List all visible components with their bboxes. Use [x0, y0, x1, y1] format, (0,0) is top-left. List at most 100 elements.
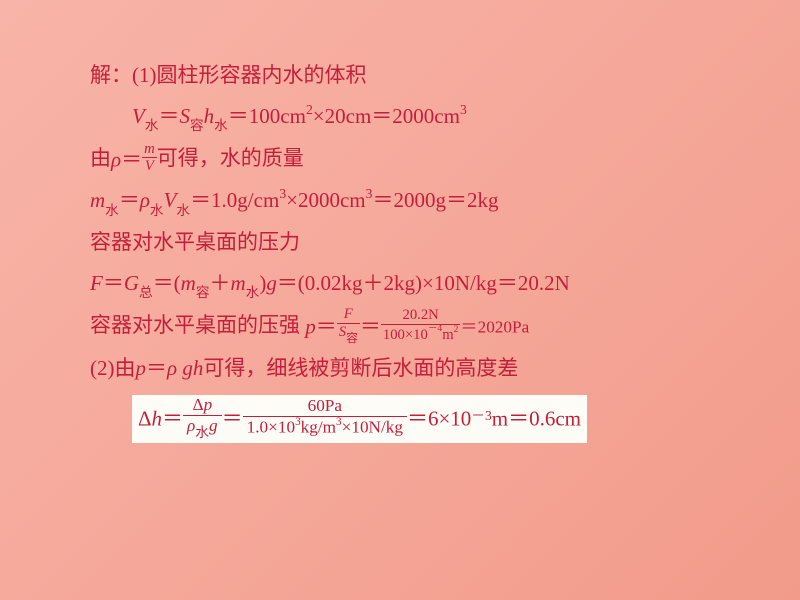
S: S	[339, 324, 346, 340]
eq: ＝	[316, 315, 337, 339]
sub: 容	[196, 285, 210, 300]
sub: 容	[346, 332, 358, 345]
t: kg/m	[301, 418, 336, 437]
sup: 2	[306, 102, 313, 117]
eq: ＝	[146, 356, 167, 380]
line-3: 由ρ＝mV可得，水的质量	[90, 138, 710, 181]
rho: ρ	[167, 356, 177, 380]
rho: ρ	[111, 147, 121, 171]
fraction-F-over-S: FS容	[337, 306, 360, 343]
var-F: F	[90, 271, 103, 295]
g: g	[209, 416, 218, 435]
var-G: G	[124, 271, 139, 295]
var-m: m	[181, 271, 196, 295]
den: 100×10－4m2	[381, 325, 461, 344]
sup: 3	[460, 102, 467, 117]
text: ＝1.0g/cm	[190, 188, 279, 212]
fraction-m-over-V: mV	[142, 141, 157, 176]
line-5: 容器对水平桌面的压力	[90, 222, 710, 263]
num: m	[142, 141, 157, 159]
text: ×2000cm	[286, 188, 366, 212]
text: ＝(0.02kg＋2kg)×10N/kg＝20.2N	[277, 271, 570, 295]
sub: 容	[190, 118, 204, 133]
num: F	[337, 306, 360, 324]
var-g: g	[266, 271, 277, 295]
var-V: V	[132, 104, 145, 128]
eq: ＝	[158, 104, 179, 128]
den: V	[142, 158, 157, 175]
line-8: (2)由p＝ρ gh可得，细线被剪断后水面的高度差	[48, 348, 710, 389]
line-1: 解：(1)圆柱形容器内水的体积	[90, 55, 710, 96]
text: ×20cm＝2000cm	[313, 104, 460, 128]
text: ＝2000g＝2kg	[372, 188, 498, 212]
sup: 3	[295, 416, 301, 428]
rho: ρ	[140, 188, 150, 212]
den: ρ水g	[183, 416, 222, 439]
sub: 总	[139, 285, 153, 300]
eq: ＝	[360, 315, 381, 339]
text: 可得，水的质量	[157, 146, 304, 170]
var-m: m	[90, 188, 105, 212]
sub: 水	[145, 118, 159, 133]
text: m＝0.6cm	[492, 406, 581, 430]
fraction-numeric: 60Pa1.0×103kg/m3×10N/kg	[243, 396, 407, 437]
text: 由	[90, 146, 111, 170]
solution-content: 解：(1)圆柱形容器内水的体积 V水＝S容h水＝100cm2×20cm＝2000…	[0, 0, 800, 443]
text: ＝2020Pa	[460, 317, 529, 336]
num: 20.2N	[381, 307, 461, 325]
text: (2)由	[48, 356, 136, 380]
sub: 水	[195, 425, 209, 440]
den: S容	[337, 324, 360, 343]
line-6: F＝G总＝(m容＋m水)g＝(0.02kg＋2kg)×10N/kg＝20.2N	[90, 263, 710, 305]
exp: －3	[471, 408, 491, 423]
var-h: h	[152, 406, 163, 430]
sup: 2	[454, 324, 459, 335]
sup: 3	[336, 416, 342, 428]
line-4: m水＝ρ水V水＝1.0g/cm3×2000cm3＝2000g＝2kg	[90, 180, 710, 222]
sub: 水	[105, 203, 119, 218]
eq: ＝(	[153, 271, 181, 295]
eq: ＝	[162, 406, 183, 430]
exp: －4	[428, 323, 442, 334]
plus: ＋	[209, 271, 230, 295]
sub: 水	[246, 285, 260, 300]
sub: 水	[150, 203, 164, 218]
sup: 3	[366, 186, 373, 201]
den: 1.0×103kg/m3×10N/kg	[243, 417, 407, 438]
t: ×10N/kg	[342, 418, 403, 437]
var-h: h	[204, 104, 215, 128]
sub: 水	[214, 118, 228, 133]
line-7: 容器对水平桌面的压强 p＝FS容＝20.2N100×10－4m2＝2020Pa	[90, 305, 710, 348]
t: m	[442, 327, 453, 343]
gh: gh	[177, 356, 203, 380]
text: 可得，细线被剪断后水面的高度差	[203, 356, 518, 380]
eq: ＝	[222, 406, 243, 430]
p: p	[204, 395, 213, 414]
var-p: p	[136, 356, 147, 380]
text: (1)圆柱形容器内水的体积	[132, 63, 367, 87]
text: ＝6×10	[407, 406, 471, 430]
var-V: V	[164, 188, 177, 212]
text: ＝100cm	[228, 104, 306, 128]
text: 容器对水平桌面的压力	[90, 230, 300, 254]
sub: 水	[176, 203, 190, 218]
delta: Δ	[192, 395, 203, 414]
fraction-dp-over-rhog: Δp ρ水g	[183, 395, 222, 439]
eq: ＝	[121, 147, 142, 171]
text: 容器对水平桌面的压强	[90, 313, 305, 337]
num: 60Pa	[243, 396, 407, 417]
sup: 3	[279, 186, 286, 201]
delta: Δ	[138, 406, 152, 430]
line-9-highlight: Δh＝Δpρ水g＝60Pa1.0×103kg/m3×10N/kg＝6×10－3m…	[132, 395, 587, 443]
eq: ＝	[103, 271, 124, 295]
t: 1.0×10	[247, 418, 295, 437]
fraction-numeric: 20.2N100×10－4m2	[381, 307, 461, 344]
var-p: p	[305, 315, 316, 339]
var-m: m	[230, 271, 245, 295]
eq: ＝	[119, 188, 140, 212]
t: 100×10	[383, 327, 428, 343]
F: F	[344, 306, 353, 322]
prefix: 解：	[90, 63, 132, 87]
var-S: S	[179, 104, 190, 128]
line-2: V水＝S容h水＝100cm2×20cm＝2000cm3	[90, 96, 710, 138]
